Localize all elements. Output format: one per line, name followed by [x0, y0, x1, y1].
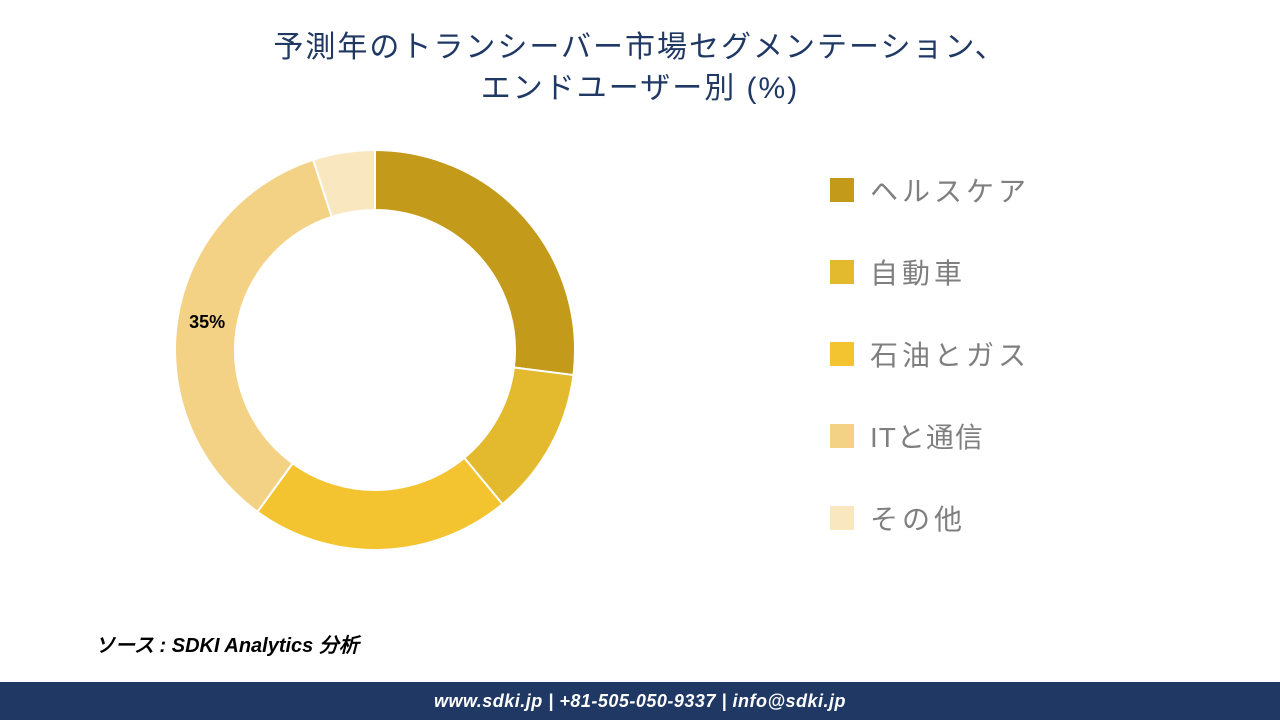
legend-swatch-icon: [830, 424, 854, 448]
footer-contact-text: www.sdki.jp | +81-505-050-9337 | info@sd…: [434, 691, 846, 712]
footer-bar: www.sdki.jp | +81-505-050-9337 | info@sd…: [0, 682, 1280, 720]
legend-swatch-icon: [830, 178, 854, 202]
legend-swatch-icon: [830, 506, 854, 530]
donut-slice-2: [257, 458, 502, 550]
legend-item-4: その他: [830, 498, 1030, 538]
chart-title: 予測年のトランシーバー市場セグメンテーション、 エンドユーザー別 (%): [0, 28, 1280, 109]
legend-label: ヘルスケア: [870, 170, 1030, 210]
legend-item-1: 自動車: [830, 252, 1030, 292]
donut-slice-percent-3: 35%: [189, 312, 225, 333]
chart-title-line2: エンドユーザー別 (%): [0, 69, 1280, 110]
donut-chart-svg: [165, 140, 585, 560]
legend-swatch-icon: [830, 260, 854, 284]
legend-item-3: ITと通信: [830, 416, 1030, 456]
legend-item-0: ヘルスケア: [830, 170, 1030, 210]
chart-legend: ヘルスケア自動車石油とガス ITと通信その他: [830, 170, 1030, 538]
donut-slice-3: [175, 160, 332, 512]
legend-swatch-icon: [830, 342, 854, 366]
legend-label: 石油とガス: [870, 334, 1030, 374]
chart-title-line1: 予測年のトランシーバー市場セグメンテーション、: [0, 28, 1280, 69]
source-citation: ソース : SDKI Analytics 分析: [95, 629, 359, 658]
legend-label: 自動車: [870, 252, 966, 292]
legend-item-2: 石油とガス: [830, 334, 1030, 374]
legend-label: その他: [870, 498, 966, 538]
donut-slice-0: [375, 150, 575, 375]
donut-chart: 35%: [165, 140, 585, 560]
legend-label: ITと通信: [870, 416, 984, 456]
